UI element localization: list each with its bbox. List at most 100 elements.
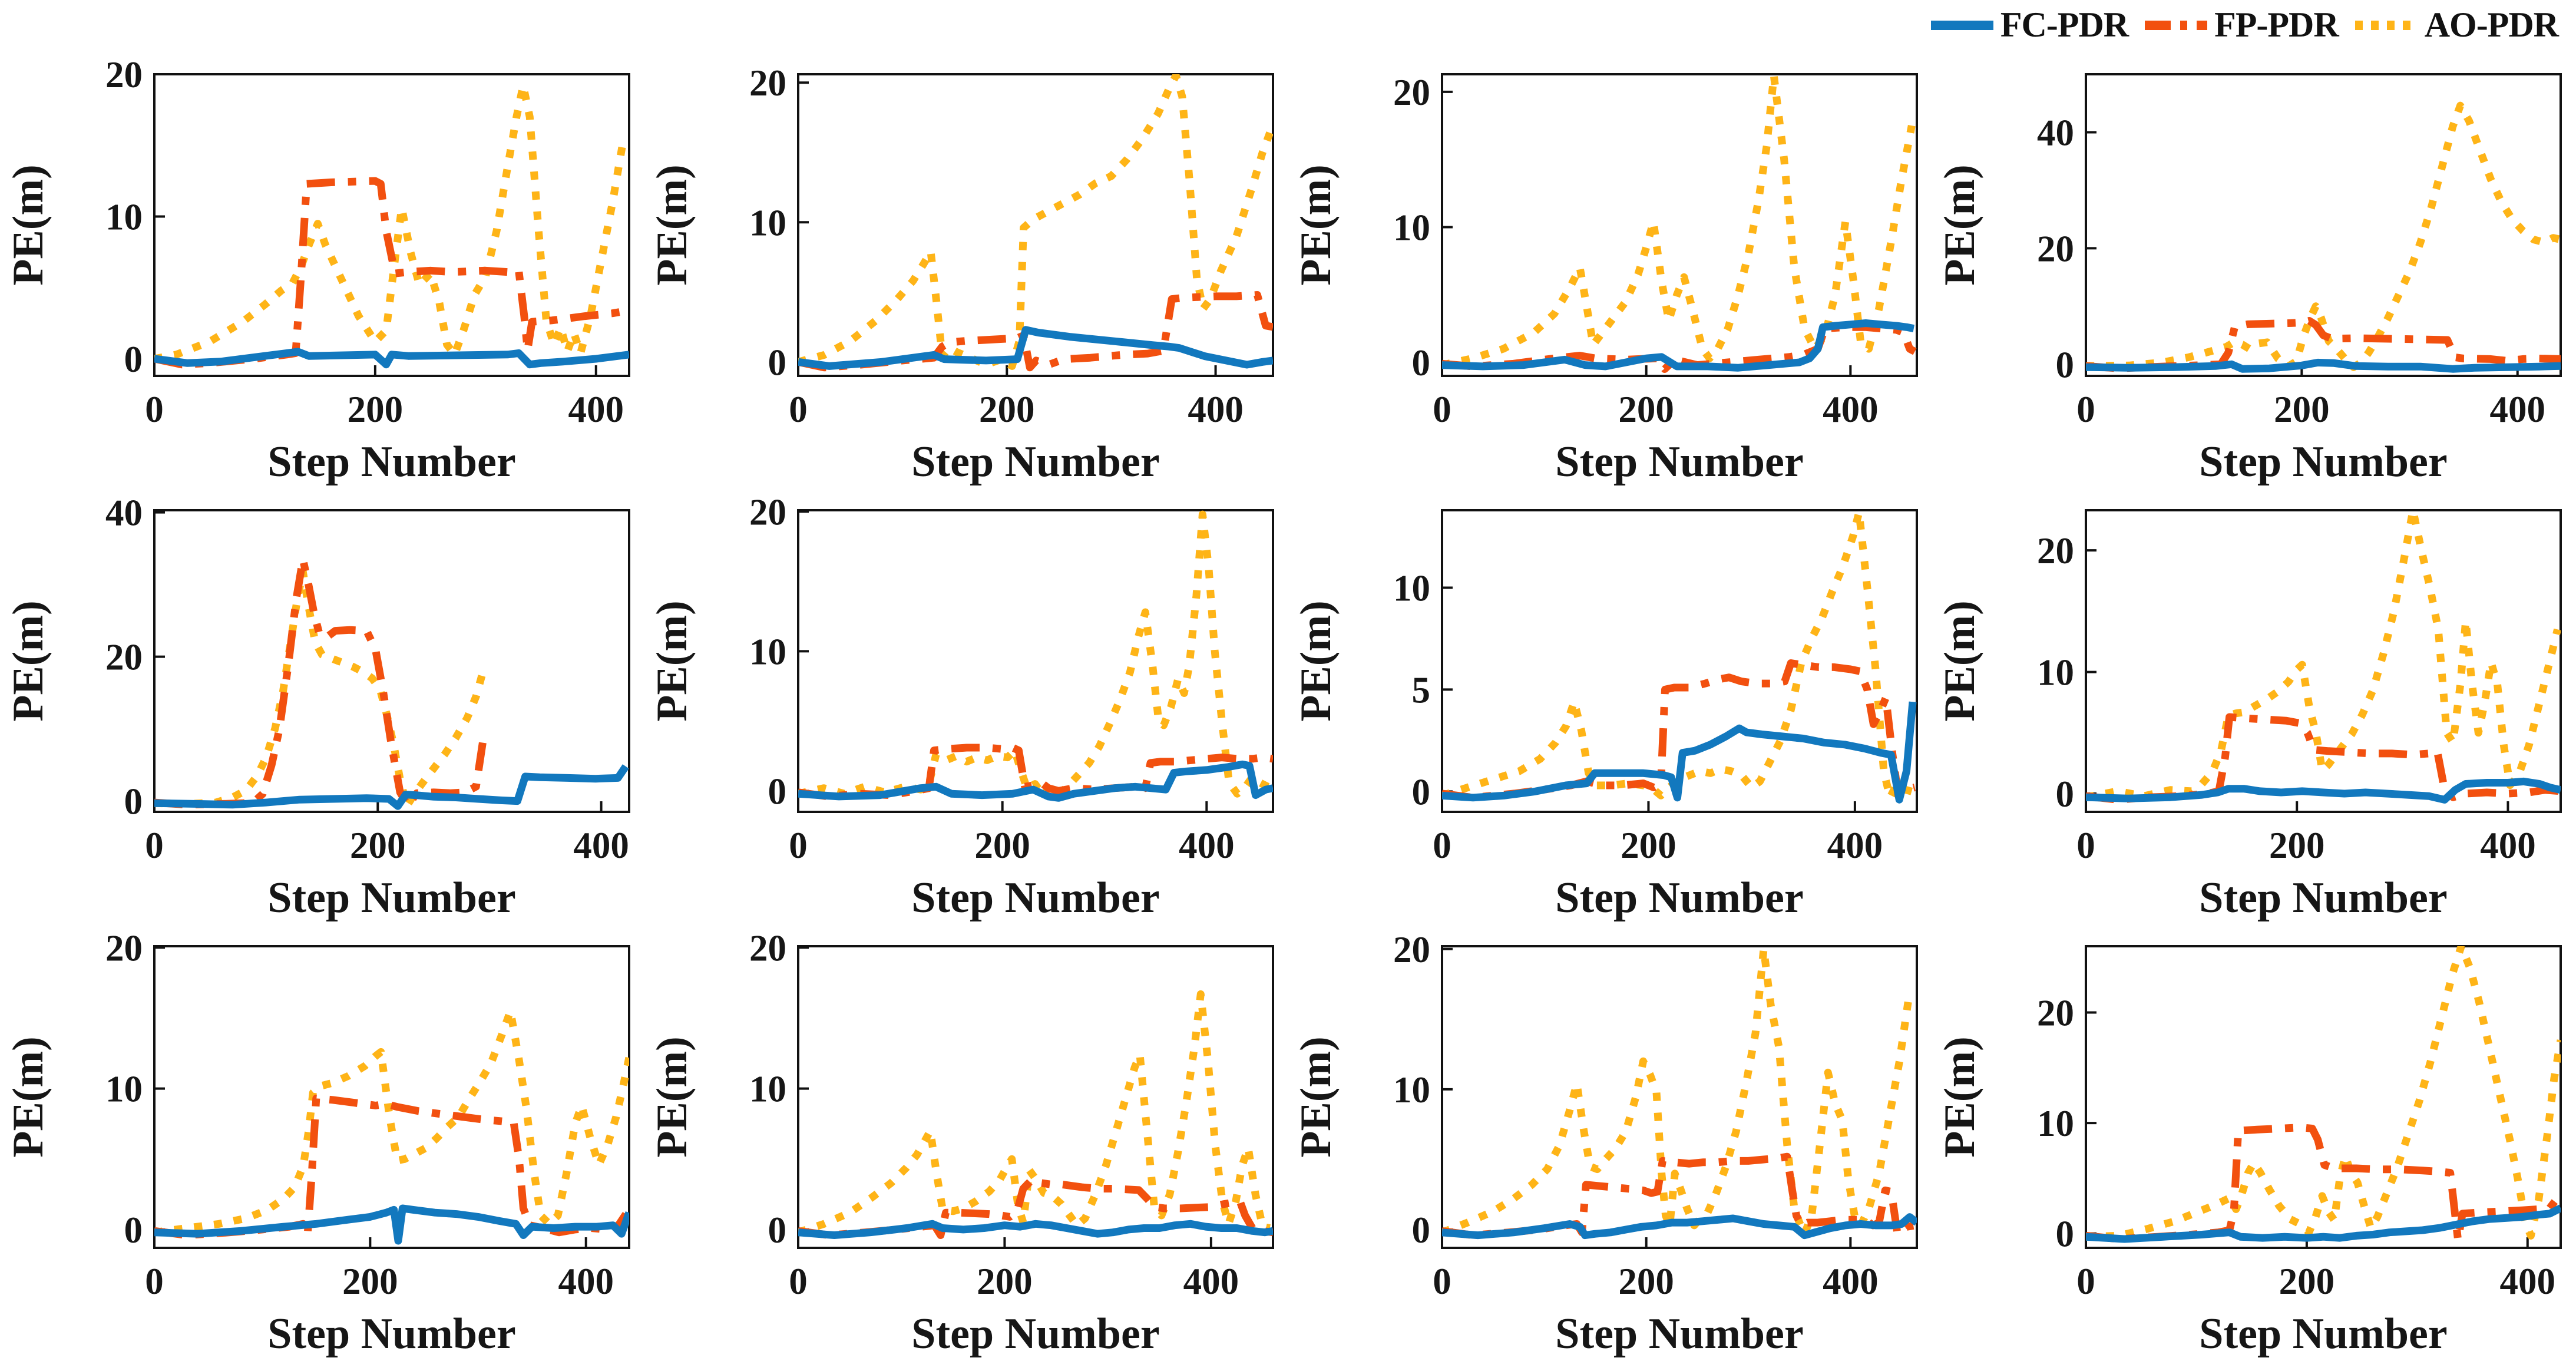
y-tick-label: 10 [1393,207,1430,248]
y-axis-label: PE(m) [4,164,52,286]
x-axis-label: Step Number [1555,1310,1803,1358]
fc-pdr-line [798,760,1273,802]
x-tick-label: 0 [2076,389,2095,430]
x-axis-label: Step Number [2199,874,2447,922]
x-tick-label: 0 [2076,825,2095,866]
y-tick-label: 0 [2056,774,2075,815]
axes-box [2085,509,2562,813]
y-axis-label: PE(m) [4,1036,52,1158]
subplot-r2c2: 0 200 400 0 10 20 Step Number PE(m) [644,493,1288,929]
x-tick-label: 400 [1823,1261,1879,1302]
y-axis-label: PE(m) [648,600,696,722]
legend-line-sample [2355,20,2418,30]
fc-pdr-line [1442,701,1917,804]
y-tick-label: 10 [1393,1069,1430,1111]
y-axis-label: PE(m) [4,600,52,722]
legend-line-sample [2145,20,2208,30]
y-tick-label: 20 [749,493,786,533]
legend: FC-PDR FP-PDR AO-PDR [1930,5,2559,45]
x-tick-label: 200 [977,1261,1033,1302]
y-tick-label: 10 [2037,652,2074,693]
ao-pdr-line [2086,946,2561,1241]
y-tick-label: 10 [749,631,786,672]
x-tick-label: 400 [1823,389,1879,430]
ao-pdr-line [154,567,488,810]
x-tick-label: 200 [974,825,1030,866]
axes-box [797,509,1274,813]
y-tick-label: 0 [768,342,787,383]
x-axis-label: Step Number [2199,438,2447,486]
y-tick-label: 20 [105,57,143,95]
axes-box [797,73,1274,377]
x-axis-label: Step Number [267,1310,515,1358]
legend-label: AO-PDR [2424,5,2559,44]
x-tick-label: 400 [1179,825,1235,866]
fc-pdr-line [1442,1213,1917,1240]
ao-pdr-line [154,81,628,363]
y-tick-label: 5 [1412,669,1431,711]
y-tick-label: 20 [1393,929,1430,970]
y-tick-label: 20 [2037,993,2074,1034]
y-tick-label: 0 [2056,1214,2075,1255]
fc-pdr-line [2086,1204,2561,1243]
x-tick-label: 200 [979,389,1035,430]
x-tick-label: 0 [145,389,164,430]
x-axis-label: Step Number [267,438,515,486]
fc-pdr-line [154,764,629,810]
y-tick-label: 0 [124,1210,143,1251]
x-tick-label: 200 [1618,389,1674,430]
x-tick-label: 200 [348,389,404,430]
y-tick-label: 20 [105,637,143,678]
y-tick-label: 10 [105,197,143,238]
fp-pdr-line [1442,659,1916,802]
x-tick-label: 400 [2480,825,2536,866]
x-axis-label: Step Number [911,438,1159,486]
x-tick-label: 200 [2269,825,2325,866]
x-tick-label: 0 [789,389,808,430]
y-axis-label: PE(m) [1292,164,1340,286]
y-tick-label: 20 [105,929,143,969]
subplot-r2c3: 0 200 400 0 5 10 Step Number PE(m) [1288,493,1932,929]
x-tick-label: 200 [2279,1261,2335,1302]
fc-pdr-line [154,348,629,369]
x-tick-label: 200 [342,1261,398,1302]
axes-box [153,945,630,1249]
x-tick-label: 200 [2274,389,2330,430]
ao-pdr-line [2086,510,2561,801]
fc-pdr-line [2086,777,2561,804]
x-axis-label: Step Number [1555,438,1803,486]
legend-item-fc-pdr: FC-PDR [1930,5,2129,45]
x-tick-label: 400 [1183,1261,1239,1302]
y-tick-label: 40 [2037,112,2074,153]
y-tick-label: 20 [749,929,786,969]
y-tick-label: 0 [1412,1210,1431,1251]
x-tick-label: 0 [789,825,808,866]
axes-box [1441,945,1918,1249]
y-axis-label: PE(m) [1936,164,1984,286]
x-axis-label: Step Number [911,874,1159,922]
ao-pdr-line [154,1007,629,1237]
axes-box [153,509,630,813]
subplot-r3c2: 0 200 400 0 10 20 Step Number PE(m) [644,929,1288,1365]
fp-pdr-line [154,555,487,810]
axes-box [2085,945,2562,1249]
ao-pdr-line [1442,510,1913,802]
x-tick-label: 400 [568,389,624,430]
x-tick-label: 0 [1433,825,1451,866]
y-axis-label: PE(m) [648,164,696,286]
x-tick-label: 400 [1827,825,1883,866]
x-axis-label: Step Number [911,1310,1159,1358]
fc-pdr-line [798,1220,1273,1239]
y-axis-label: PE(m) [1292,600,1340,722]
y-axis-label: PE(m) [1292,1036,1340,1158]
y-tick-label: 0 [1412,771,1431,812]
subplot-r1c2: 0 200 400 0 10 20 Step Number PE(m) [644,57,1288,493]
ao-pdr-line [1442,946,1914,1238]
x-tick-label: 200 [350,825,406,866]
legend-line-sample [1930,20,1993,30]
y-axis-label: PE(m) [1936,600,1984,722]
x-tick-label: 0 [2076,1261,2095,1302]
x-tick-label: 200 [1618,1261,1674,1302]
fc-pdr-line [154,1204,629,1245]
x-axis-label: Step Number [267,874,515,922]
